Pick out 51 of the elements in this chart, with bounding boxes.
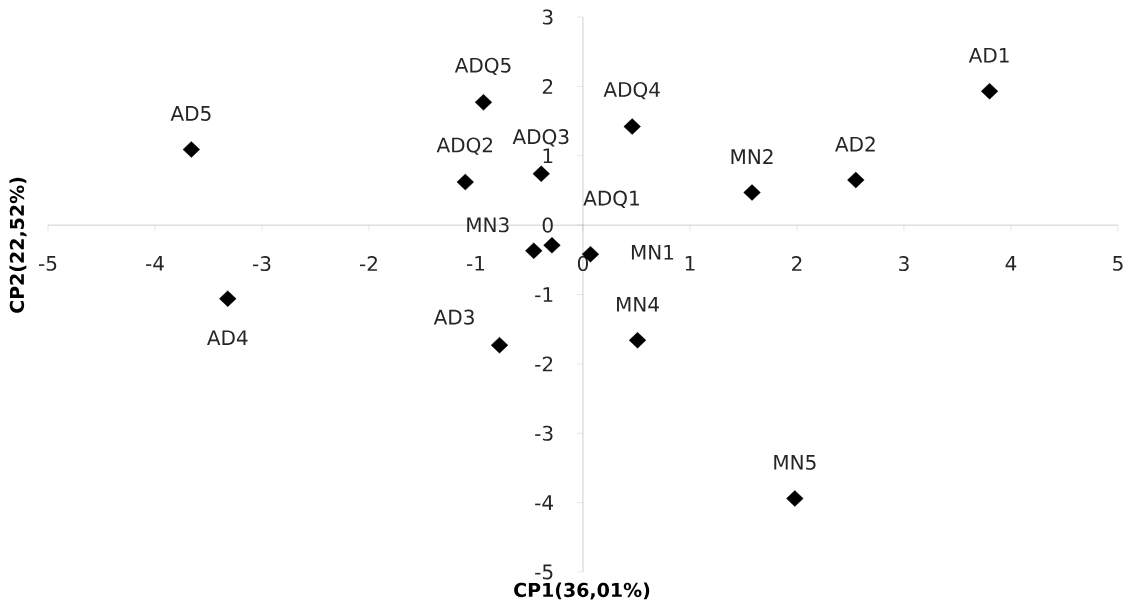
x-tick-label: -2	[359, 256, 377, 271]
y-tick-label: 1	[543, 148, 553, 164]
point	[623, 118, 641, 135]
y-tick-label: 2	[542, 78, 553, 94]
y-tick-label: -3	[535, 425, 553, 441]
x-tick-label: -3	[253, 256, 271, 272]
x-tick-label: 4	[1005, 256, 1017, 271]
point	[474, 94, 493, 111]
point	[847, 171, 865, 189]
point	[743, 184, 761, 201]
x-tick-label: 3	[899, 256, 909, 272]
annotation: AD4	[207, 330, 248, 345]
annotation: ADQ3	[512, 129, 569, 147]
point	[628, 332, 647, 349]
y-tick-label: -2	[535, 356, 553, 372]
point	[786, 490, 804, 507]
x-tick-label: 1	[685, 256, 695, 271]
annotation: ADQ5	[454, 57, 511, 76]
annotation: ADQ2	[436, 137, 493, 155]
y-tick-label: -1	[535, 287, 553, 302]
annotation: ADQ4	[603, 81, 660, 100]
annotation: AD3	[433, 309, 474, 325]
annotation: AD1	[968, 47, 1009, 63]
x-tick-label: 0	[577, 256, 589, 272]
y-tick-label: -5	[535, 564, 553, 580]
point	[219, 290, 237, 307]
x-tick-label: 2	[792, 256, 802, 271]
y-tick-label: 0	[542, 217, 553, 233]
x-tick-label: -1	[466, 256, 485, 271]
x-tick-label: -5	[39, 256, 57, 271]
annotation: MN4	[617, 297, 659, 312]
annotation: MN3	[467, 217, 509, 233]
y-axis-title: CP2(22,52%)	[9, 177, 27, 313]
y-tick-label: -4	[535, 495, 553, 510]
annotation: AD2	[835, 136, 875, 152]
x-tick-label: -4	[146, 256, 164, 271]
annotation: MN2	[731, 149, 773, 164]
annotation: ADQ1	[583, 190, 639, 208]
annotation: MN1	[631, 244, 674, 260]
annotation: MN5	[774, 455, 816, 470]
point	[456, 173, 474, 191]
point	[543, 237, 561, 254]
point	[490, 336, 509, 354]
x-axis-title: CP1(36,01%)	[514, 582, 650, 600]
x-tick-label: 5	[1113, 256, 1123, 271]
point	[980, 83, 999, 100]
y-tick-label: 3	[542, 9, 553, 25]
annotation: AD5	[170, 106, 211, 121]
point	[525, 242, 543, 259]
point	[532, 165, 550, 182]
point	[182, 141, 200, 158]
